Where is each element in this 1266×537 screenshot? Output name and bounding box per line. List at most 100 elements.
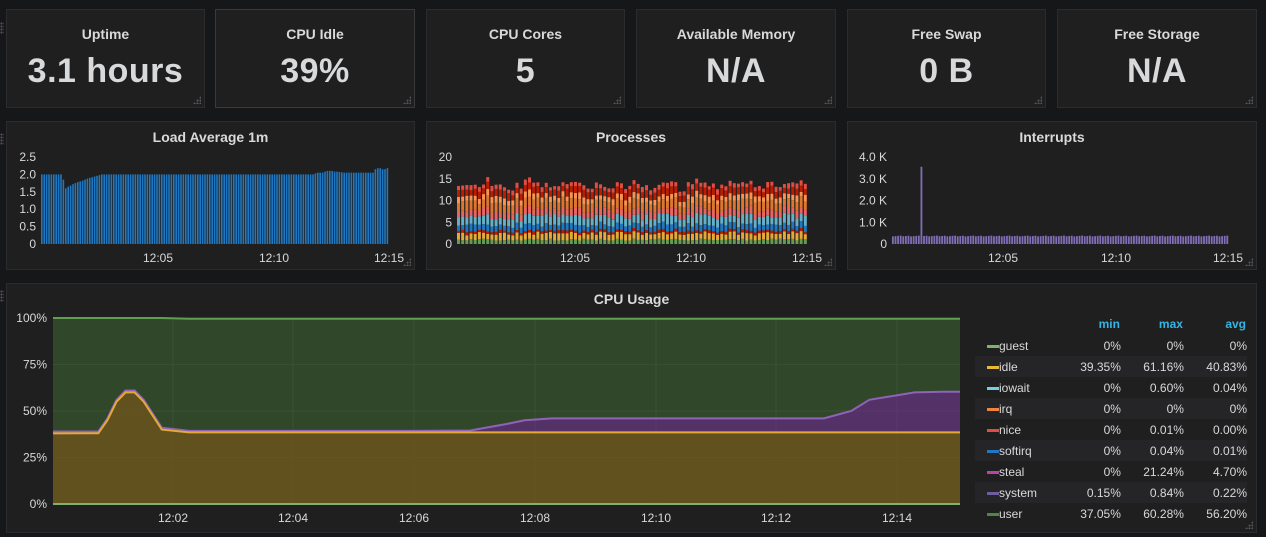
process-bar-segment (736, 187, 740, 195)
process-bar-segment (741, 223, 745, 230)
resize-handle-icon[interactable] (403, 96, 411, 104)
legend-item-irq[interactable]: irq 0% 0% 0% (975, 398, 1247, 419)
process-bar-segment (553, 230, 557, 234)
legend-item-softirq[interactable]: softirq 0% 0.04% 0.01% (975, 440, 1247, 461)
legend-item-nice[interactable]: nice 0% 0.01% 0.00% (975, 419, 1247, 440)
resize-handle-icon[interactable] (824, 96, 832, 104)
series-color-swatch[interactable] (987, 491, 999, 495)
process-bar-segment (795, 240, 799, 244)
series-color-swatch[interactable] (987, 407, 999, 411)
process-bar-segment (628, 231, 632, 235)
resize-handle-icon[interactable] (1245, 258, 1253, 266)
legend-swatch[interactable] (975, 335, 999, 356)
process-bar-segment (494, 231, 498, 235)
legend-header-avg[interactable]: avg (1225, 317, 1246, 331)
legend-series-name[interactable]: steal (999, 464, 1025, 479)
load-bar (175, 174, 177, 244)
stat-panel-uptime[interactable]: Uptime 3.1 hours (6, 9, 205, 108)
legend-series-name[interactable]: iowait (999, 380, 1030, 395)
process-bar-segment (574, 230, 577, 233)
row-drag-handle[interactable] (0, 22, 4, 34)
resize-handle-icon[interactable] (1245, 96, 1253, 104)
legend-series-name[interactable]: user (999, 506, 1023, 521)
legend-item-idle[interactable]: idle 39.35% 61.16% 40.83% (975, 356, 1247, 377)
process-bar-segment (661, 239, 665, 244)
interrupt-bar (1013, 236, 1016, 244)
legend-series-name[interactable]: idle (999, 359, 1018, 374)
row-drag-handle[interactable] (0, 133, 4, 145)
interrupt-bar (904, 236, 907, 244)
legend-item-system[interactable]: system 0.15% 0.84% 0.22% (975, 482, 1247, 503)
legend-swatch[interactable] (975, 482, 999, 503)
interrupt-bar (1089, 235, 1091, 244)
process-bar-segment (590, 203, 594, 212)
load-bar (151, 174, 153, 244)
stat-panel-cpu-cores[interactable]: CPU Cores 5 (426, 9, 625, 108)
interrupt-bar (1011, 236, 1014, 244)
legend-swatch[interactable] (975, 398, 999, 419)
process-bar-segment (736, 240, 740, 244)
process-bar-segment (607, 191, 611, 198)
process-bar-segment (624, 212, 628, 219)
interrupt-bar (1164, 236, 1166, 244)
process-bar-segment (778, 190, 782, 198)
interrupt-bar (1122, 236, 1125, 244)
resize-handle-icon[interactable] (1034, 96, 1042, 104)
legend-item-steal[interactable]: steal 0% 21.24% 4.70% (975, 461, 1247, 482)
legend-header-max[interactable]: max (1158, 317, 1183, 331)
process-bar-segment (473, 231, 477, 234)
stat-panel-free-storage[interactable]: Free Storage N/A (1057, 9, 1257, 108)
process-bar-segment (574, 207, 577, 215)
legend-swatch[interactable] (975, 356, 999, 377)
process-bar-segment (753, 196, 757, 203)
process-bar-segment (457, 230, 460, 233)
series-color-swatch[interactable] (987, 365, 999, 369)
resize-handle-icon[interactable] (403, 258, 411, 266)
series-color-swatch[interactable] (987, 344, 999, 348)
process-bar-segment (540, 187, 544, 192)
process-bar-segment (791, 194, 795, 201)
process-bar-segment (716, 240, 720, 244)
legend-item-user[interactable]: user 37.05% 60.28% 56.20% (975, 503, 1247, 524)
stat-panel-available-memory[interactable]: Available Memory N/A (636, 9, 836, 108)
process-bar-segment (578, 225, 582, 233)
legend-header-min[interactable]: min (1098, 317, 1120, 331)
load-bar (180, 174, 182, 244)
interrupts-panel[interactable]: Interrupts 4.0 K 3.0 K 2.0 K 1.0 K 0 12:05 12:… (847, 121, 1257, 270)
resize-handle-icon[interactable] (193, 96, 201, 104)
legend-series-name[interactable]: guest (999, 338, 1029, 353)
legend-series-name[interactable]: system (999, 485, 1038, 500)
resize-handle-icon[interactable] (1245, 521, 1253, 529)
legend-swatch[interactable] (975, 503, 999, 524)
resize-handle-icon[interactable] (824, 258, 832, 266)
interrupt-bar (1200, 236, 1203, 244)
process-bar-segment (686, 194, 690, 200)
process-bar-segment (607, 202, 611, 210)
stat-panel-free-swap[interactable]: Free Swap 0 B (847, 9, 1046, 108)
legend-item-guest[interactable]: guest 0% 0% 0% (975, 335, 1247, 356)
legend-series-name[interactable]: softirq (999, 443, 1032, 458)
process-bar-segment (640, 234, 644, 240)
legend-series-name[interactable]: irq (999, 401, 1013, 416)
process-bar-segment (553, 214, 557, 225)
process-bar-segment (774, 224, 778, 232)
load-average-panel[interactable]: Load Average 1m 2.5 2.0 1.5 1.0 0.5 0 12:05 12:… (6, 121, 415, 270)
legend-swatch[interactable] (975, 440, 999, 461)
resize-handle-icon[interactable] (613, 96, 621, 104)
series-color-swatch[interactable] (987, 449, 999, 453)
stat-panel-cpu-idle[interactable]: CPU Idle 39% (215, 9, 415, 108)
legend-item-iowait[interactable]: iowait 0% 0.60% 0.04% (975, 377, 1247, 398)
process-bar-segment (724, 216, 728, 226)
interrupt-bar (1024, 235, 1026, 244)
series-color-swatch[interactable] (987, 386, 999, 390)
legend-swatch[interactable] (975, 377, 999, 398)
series-color-swatch[interactable] (987, 470, 999, 474)
legend-swatch[interactable] (975, 419, 999, 440)
legend-swatch[interactable] (975, 461, 999, 482)
series-color-swatch[interactable] (987, 512, 999, 516)
row-drag-handle[interactable] (0, 290, 4, 302)
process-bar-segment (749, 230, 753, 234)
legend-series-name[interactable]: nice (999, 422, 1022, 437)
series-color-swatch[interactable] (987, 428, 999, 432)
processes-panel[interactable]: Processes 20 15 10 5 0 12:05 12:10 12:15 (426, 121, 836, 270)
